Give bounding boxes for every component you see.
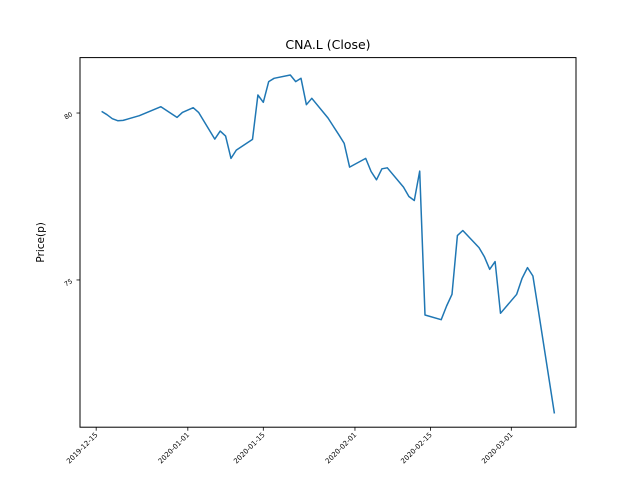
y-axis-label: Price(p) [35, 222, 47, 262]
chart-title: CNA.L (Close) [285, 37, 370, 52]
x-tick-label: 2019-12-15 [65, 431, 99, 465]
x-tick-label: 2020-01-01 [157, 431, 191, 465]
price-line [101, 74, 556, 414]
plot-border [79, 57, 577, 428]
x-tick-label: 2020-01-15 [232, 431, 266, 465]
x-tick-label: 2020-03-01 [480, 431, 514, 465]
y-tick-label: 80 [63, 110, 74, 121]
axes: 2019-12-15 2020-01-01 2020-01-15 2020-02-01… [63, 57, 577, 465]
y-tick-label: 75 [63, 277, 74, 288]
x-tick-label: 2020-02-01 [324, 431, 358, 465]
x-tick-label: 2020-02-15 [399, 431, 433, 465]
